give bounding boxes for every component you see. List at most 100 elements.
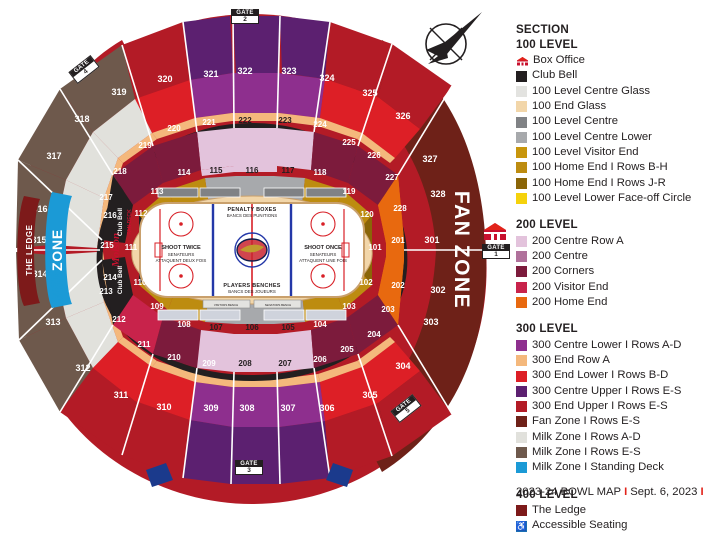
svg-text:228: 228 (393, 204, 407, 213)
svg-text:207: 207 (278, 359, 292, 368)
legend-item[interactable]: Milk Zone I Rows E-S (516, 445, 720, 460)
legend-item[interactable]: 100 Home End I Rows J-R (516, 176, 720, 191)
svg-text:203: 203 (381, 305, 395, 314)
svg-text:102: 102 (359, 278, 373, 287)
svg-text:106: 106 (245, 323, 259, 332)
box-office-icon (516, 55, 529, 66)
svg-text:103: 103 (342, 302, 356, 311)
svg-text:328: 328 (430, 189, 445, 199)
svg-text:Molson: Molson (110, 233, 122, 268)
svg-text:205: 205 (340, 345, 354, 354)
legend-item[interactable]: 300 Centre Lower I Rows A-D (516, 338, 720, 353)
legend-item[interactable]: Club Bell (516, 68, 720, 83)
svg-text:224: 224 (313, 120, 327, 129)
legend-item[interactable]: 100 Home End I Rows B-H (516, 160, 720, 175)
legend-swatch (516, 162, 527, 174)
legend-item[interactable]: 300 End Upper I Rows E-S (516, 399, 720, 414)
legend-item[interactable]: ♿ Accessible Seating (516, 518, 720, 533)
svg-text:Milk: Milk (48, 271, 67, 306)
svg-text:PLAYERS BENCHES: PLAYERS BENCHES (223, 283, 280, 289)
svg-text:110: 110 (134, 278, 147, 287)
centre-glass-bottom (157, 309, 347, 321)
standing-deck-markers (146, 463, 353, 487)
legend-item[interactable]: The Ledge (516, 503, 720, 518)
legend-item[interactable]: 200 Centre (516, 249, 720, 264)
svg-text:223: 223 (278, 116, 292, 125)
legend-item-label: 100 Level Lower Face-off Circle (532, 191, 692, 204)
legend-item-label: 300 End Lower I Rows B-D (532, 369, 669, 382)
svg-text:217: 217 (99, 193, 113, 202)
legend-item[interactable]: Milk Zone I Standing Deck (516, 460, 720, 475)
svg-text:105: 105 (281, 323, 295, 332)
legend-item[interactable]: 100 Level Visitor End (516, 145, 720, 160)
legend-group-heading: 300 LEVEL (516, 322, 578, 336)
svg-text:111: 111 (125, 243, 138, 252)
svg-text:SENATORS BENCH: SENATORS BENCH (265, 303, 292, 307)
svg-text:ZONE: ZONE (49, 229, 65, 271)
svg-text:119: 119 (343, 187, 356, 196)
legend-item[interactable]: 300 Centre Upper I Rows E-S (516, 384, 720, 399)
svg-text:220: 220 (167, 124, 181, 133)
svg-text:116: 116 (246, 166, 259, 175)
svg-text:315: 315 (31, 235, 46, 245)
legend-item[interactable]: 200 Centre Row A (516, 234, 720, 249)
svg-text:115: 115 (210, 166, 223, 175)
svg-text:317: 317 (46, 151, 61, 161)
svg-text:314: 314 (32, 269, 47, 279)
legend-item[interactable]: 100 Level Centre Lower (516, 130, 720, 145)
map-footer: 2023-24 BOWL MAP I Sept. 6, 2023 I (516, 486, 720, 498)
svg-text:213: 213 (99, 287, 113, 296)
legend-item[interactable]: 300 End Lower I Rows B-D (516, 368, 720, 383)
legend-groups: 100 LEVEL Box Office Club Bell 100 Level Ce… (516, 38, 720, 534)
svg-text:212: 212 (112, 315, 126, 324)
legend-item[interactable]: 100 Level Centre (516, 114, 720, 129)
gate-2-number: 2 (243, 16, 247, 23)
footer-sep-1: I (624, 486, 628, 498)
legend-item[interactable]: 100 Level Centre Glass (516, 84, 720, 99)
svg-text:209: 209 (202, 359, 216, 368)
legend-title: SECTION (516, 23, 569, 36)
legend-swatch (516, 251, 527, 263)
legend-item[interactable]: Milk Zone I Rows A-D (516, 430, 720, 445)
legend-item[interactable]: 200 Corners (516, 264, 720, 279)
legend-item-label: 200 Centre (532, 250, 588, 263)
svg-text:117: 117 (282, 166, 295, 175)
molson-fan-deck-label: Molson FAN DECK (110, 209, 133, 268)
svg-text:204: 204 (367, 330, 381, 339)
svg-text:PENALTY BOXES: PENALTY BOXES (228, 207, 277, 213)
legend-group-heading: 400 LEVEL (516, 487, 578, 501)
svg-text:325: 325 (362, 88, 377, 98)
legend-swatch (516, 281, 527, 293)
legend-item[interactable]: Box Office (516, 53, 720, 68)
svg-text:327: 327 (422, 154, 437, 164)
legend-item-label: 300 End Row A (532, 354, 610, 367)
gate-2-badge[interactable]: GATE 2 (231, 9, 259, 24)
gate-1-badge[interactable]: GATE 1 (482, 244, 510, 259)
svg-text:Club Bell: Club Bell (117, 266, 124, 294)
svg-text:312: 312 (75, 363, 90, 373)
gate-1-group[interactable]: GATE 1 (480, 218, 510, 264)
svg-text:210: 210 (167, 353, 181, 362)
legend-swatch (516, 266, 527, 278)
legend-item[interactable]: 200 Visitor End (516, 280, 720, 295)
svg-text:BANCS DES PUNITIONS: BANCS DES PUNITIONS (227, 213, 278, 218)
svg-text:310: 310 (156, 402, 171, 412)
gate-3-badge[interactable]: GATE 3 (235, 460, 263, 475)
legend-item[interactable]: Fan Zone I Rows E-S (516, 414, 720, 429)
legend-item[interactable]: 200 Home End (516, 295, 720, 310)
legend-item-label: 300 Centre Upper I Rows E-S (532, 384, 682, 397)
svg-text:221: 221 (202, 118, 216, 127)
gate-1-label-top: GATE (483, 245, 509, 251)
svg-text:324: 324 (319, 73, 334, 83)
legend-item[interactable]: 100 Level Lower Face-off Circle (516, 191, 720, 206)
svg-text:104: 104 (313, 320, 327, 329)
the-ledge-banner: THE LEDGE (17, 196, 40, 306)
legend-item[interactable]: 300 End Row A (516, 353, 720, 368)
gate-1-number: 1 (494, 251, 498, 258)
ice-surface (139, 202, 365, 298)
svg-text:307: 307 (280, 403, 295, 413)
svg-text:301: 301 (424, 235, 439, 245)
legend-item-label: 200 Centre Row A (532, 234, 624, 247)
svg-text:214: 214 (103, 273, 117, 282)
legend-item[interactable]: 100 End Glass (516, 99, 720, 114)
